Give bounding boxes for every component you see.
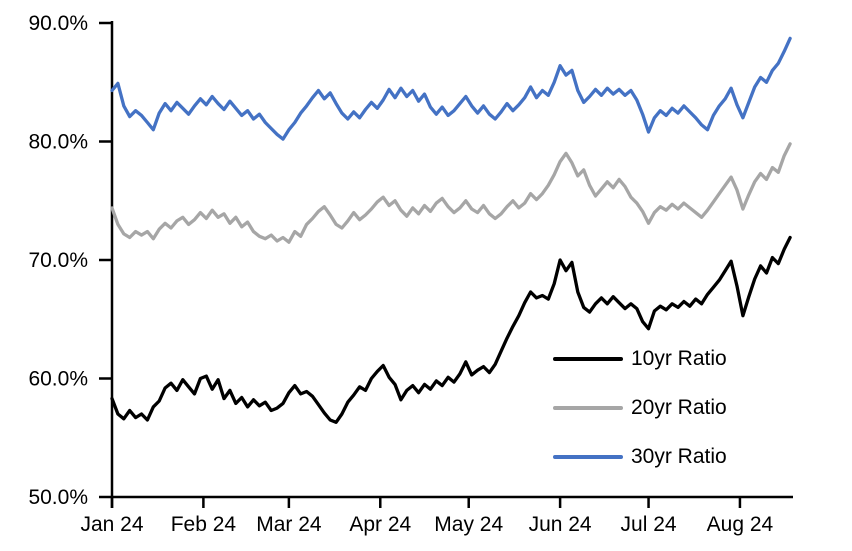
x-axis-tick-label: Feb 24 [171,513,237,536]
y-axis-tick-label: 80.0% [28,131,88,154]
x-axis-tick-label: Aug 24 [707,513,774,536]
legend-swatch-30yr-line [553,455,623,459]
x-axis-tick-label: May 24 [434,513,503,536]
legend-item-30yr-ratio: 30yr Ratio [553,443,783,471]
x-axis-tick-label: Apr 24 [349,513,411,536]
x-axis-tick-label: Mar 24 [256,513,322,536]
legend-item-20yr-ratio: 20yr Ratio [553,394,783,422]
legend-swatch-20yr-line [553,406,623,410]
series-line-30yr-ratio [110,36,792,141]
legend-item-10yr-ratio: 10yr Ratio [553,345,783,373]
series-line-20yr-ratio [110,142,792,244]
x-axis-tick-label: Jul 24 [621,513,677,536]
x-axis-tick-label: Jun 24 [529,513,592,536]
legend-swatch-10yr-line [553,357,623,361]
series-line-10yr-ratio [110,235,792,424]
y-axis-tick-label: 60.0% [28,368,88,391]
y-axis-tick-label: 90.0% [28,12,88,35]
chart-legend: 10yr Ratio 20yr Ratio 30yr Ratio [553,345,783,492]
x-axis-tick-label: Jan 24 [80,513,143,536]
legend-label-30yr: 30yr Ratio [631,445,727,468]
y-axis-tick-label: 50.0% [28,486,88,509]
legend-label-10yr: 10yr Ratio [631,347,727,370]
y-axis-tick-label: 70.0% [28,249,88,272]
legend-label-20yr: 20yr Ratio [631,396,727,419]
